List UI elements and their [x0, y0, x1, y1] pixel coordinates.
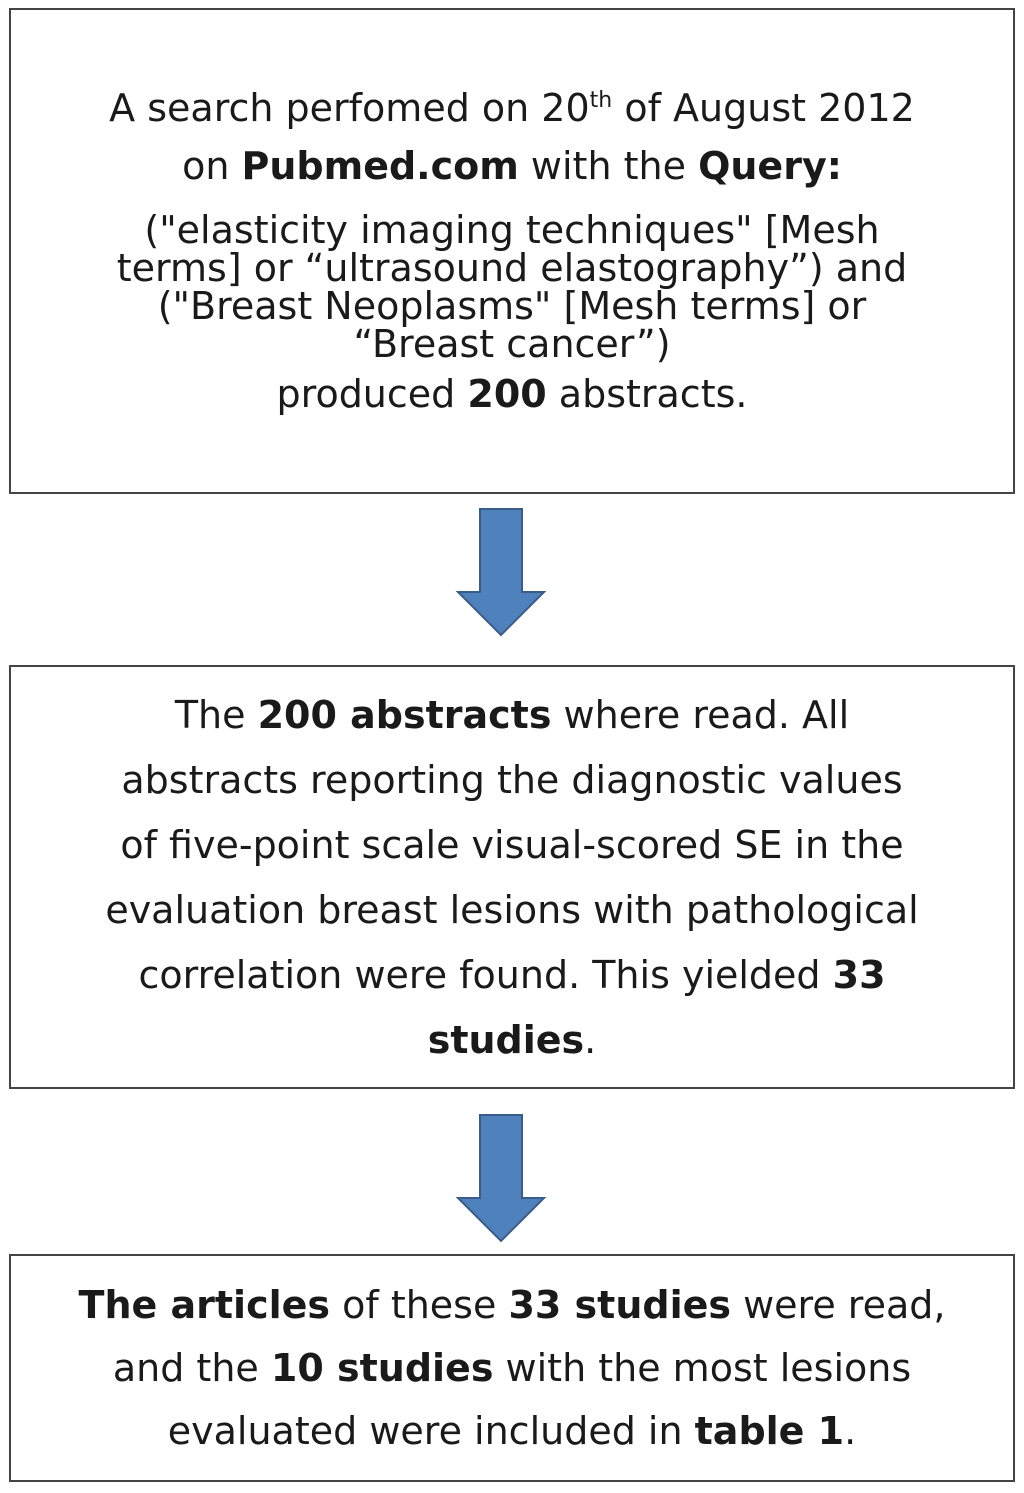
period: .: [584, 1017, 597, 1062]
query-line-3: ("Breast Neoplasms" [Mesh terms] or: [157, 284, 867, 328]
inclusion-box: The articles of these 33 studies were re…: [9, 1254, 1015, 1482]
result-prefix: produced: [276, 372, 468, 416]
source-name: Pubmed.com: [241, 144, 519, 188]
source-prefix: on: [182, 144, 242, 188]
screening-line-3: of five-point scale visual-scored SE in …: [120, 822, 904, 867]
included-studies-count: 10 studies: [270, 1346, 494, 1390]
studies-count: 33 studies: [508, 1283, 732, 1327]
table-reference: table 1: [694, 1409, 845, 1453]
inclusion-line-3: evaluated were included in table 1.: [168, 1412, 856, 1450]
screening-prefix: The: [174, 692, 258, 737]
source-connector: with the: [518, 144, 699, 188]
result-suffix: abstracts.: [546, 372, 748, 416]
abstracts-count: 200 abstracts: [257, 692, 552, 737]
screening-box: The 200 abstracts where read. All abstra…: [9, 665, 1015, 1089]
inclusion-line-2: and the 10 studies with the most lesions: [113, 1349, 911, 1387]
inclusion-connector: of these: [330, 1283, 509, 1327]
screening-line-5: correlation were found. This yielded 33: [138, 956, 885, 994]
period: .: [844, 1409, 857, 1453]
screening-line-1: The 200 abstracts where read. All: [175, 696, 849, 734]
down-arrow-shape: [455, 1114, 547, 1243]
table-prefix: evaluated were included in: [167, 1409, 695, 1453]
query-line-4: “Breast cancer”): [353, 322, 671, 366]
down-arrow-icon: [455, 508, 547, 637]
down-arrow-icon: [455, 1114, 547, 1243]
search-date-line: A search perfomed on 20th of August 2012: [109, 89, 915, 127]
query-label: Query:: [698, 144, 842, 188]
screening-line-2: abstracts reporting the diagnostic value…: [121, 757, 903, 802]
screening-line-6: studies.: [428, 1021, 597, 1059]
inclusion-suffix: were read,: [731, 1283, 946, 1327]
inclusion-prefix: and the: [112, 1346, 271, 1390]
inclusion-criteria: with the most lesions: [493, 1346, 912, 1390]
query-line-2: terms] or “ultrasound elastography”) and: [116, 246, 908, 290]
abstract-count: 200: [467, 372, 547, 416]
screening-line-4: evaluation breast lesions with pathologi…: [105, 887, 919, 932]
search-query-box: A search perfomed on 20th of August 2012…: [9, 8, 1015, 494]
studies-word: studies: [427, 1017, 585, 1062]
query-line-1: ("elasticity imaging techniques" [Mesh: [144, 208, 880, 252]
studies-count: 33: [832, 952, 886, 997]
down-arrow-shape: [455, 508, 547, 637]
search-date-text: A search perfomed on 20: [109, 86, 590, 130]
articles-label: The articles: [78, 1283, 331, 1327]
ordinal-suffix: th: [589, 88, 613, 113]
search-source-line: on Pubmed.com with the Query:: [182, 147, 842, 185]
result-count-line: produced 200 abstracts.: [277, 375, 748, 413]
yield-prefix: correlation were found. This yielded: [138, 952, 833, 997]
inclusion-line-1: The articles of these 33 studies were re…: [79, 1286, 946, 1324]
screening-suffix: where read. All: [551, 692, 850, 737]
search-date-year: of August 2012: [612, 86, 915, 130]
